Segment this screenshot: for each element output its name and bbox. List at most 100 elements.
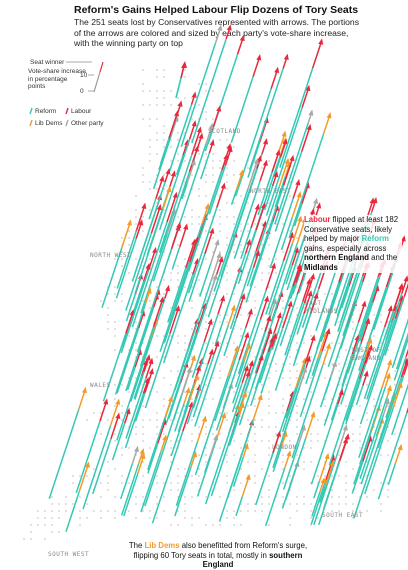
arrow-base (359, 397, 388, 480)
dot (128, 482, 130, 484)
annotation-text: Labour (304, 215, 331, 224)
dot (233, 510, 235, 512)
arrow-top (125, 314, 133, 334)
dot (268, 426, 270, 428)
dot (240, 524, 242, 526)
dot (51, 510, 53, 512)
arrow-head (196, 126, 202, 133)
dot (352, 440, 354, 442)
dot (156, 76, 158, 78)
dot (226, 174, 228, 176)
arrow-top (279, 142, 286, 158)
dot (205, 433, 207, 435)
arrow-base (186, 295, 211, 365)
dot (163, 496, 165, 498)
dot (170, 524, 172, 526)
arrow-top (282, 236, 293, 262)
dot (310, 517, 312, 519)
dot (219, 496, 221, 498)
dot (121, 405, 123, 407)
dot (240, 314, 242, 316)
dot (58, 510, 60, 512)
arrow-top (227, 349, 238, 376)
dot (233, 489, 235, 491)
dot (373, 314, 375, 316)
arrow-head (324, 452, 330, 460)
dot (170, 384, 172, 386)
arrow-head (103, 398, 109, 405)
arrow-base (125, 377, 147, 439)
dot (261, 419, 263, 421)
dot (254, 482, 256, 484)
arrow-base (301, 270, 322, 328)
arrow-top (236, 39, 244, 55)
arrow-base (328, 356, 366, 466)
arrow-top (168, 114, 178, 139)
dot (254, 419, 256, 421)
arrow-top (142, 381, 148, 394)
dot (296, 363, 298, 365)
dot (198, 188, 200, 190)
arrow-base (194, 324, 230, 427)
arrow-top (164, 172, 169, 183)
arrow-top (243, 347, 250, 362)
dot (219, 160, 221, 162)
arrow-base (274, 122, 309, 225)
dot (380, 454, 382, 456)
dot (289, 503, 291, 505)
arrow-top (357, 305, 365, 323)
arrow-top (164, 400, 172, 418)
dot (184, 76, 186, 78)
arrow-top (185, 243, 195, 269)
annotation-text: flipped at least 182 Conservative seats,… (304, 215, 399, 244)
dot (289, 517, 291, 519)
dot (254, 307, 256, 309)
arrow-top (195, 307, 206, 334)
annotation-text: and the (368, 253, 398, 263)
dot (289, 524, 291, 526)
dot (135, 216, 137, 218)
arrow-head (264, 295, 270, 302)
dot (142, 69, 144, 71)
dot (380, 314, 382, 316)
dot (205, 524, 207, 526)
dot (205, 153, 207, 155)
dot (163, 104, 165, 106)
dot (226, 475, 228, 477)
dot (282, 405, 284, 407)
arrow-head (174, 110, 180, 117)
dot (114, 335, 116, 337)
arrow-base (377, 377, 403, 449)
dot (233, 202, 235, 204)
dot (93, 412, 95, 414)
dot (268, 447, 270, 449)
legend-low: 0 (80, 88, 84, 95)
dot (226, 216, 228, 218)
arrow-head (256, 54, 262, 61)
arrow-base (310, 479, 327, 525)
arrow-base (395, 332, 408, 370)
arrow-top (372, 289, 378, 303)
arrow-base (279, 293, 299, 347)
dot (303, 447, 305, 449)
dot (338, 405, 340, 407)
arrow-head (218, 256, 224, 263)
arrow-top (301, 89, 309, 108)
dot (170, 461, 172, 463)
dot (79, 496, 81, 498)
dot (261, 503, 263, 505)
arrow-head (387, 304, 393, 312)
arrow-base (359, 318, 397, 425)
arrow-base (274, 302, 306, 391)
dot (303, 496, 305, 498)
dot (380, 342, 382, 344)
arrow-head (256, 155, 262, 162)
dot (142, 496, 144, 498)
arrow-head (243, 442, 249, 450)
arrow-base (313, 480, 321, 499)
dot (198, 195, 200, 197)
dot (170, 104, 172, 106)
arrow-base (131, 221, 168, 328)
arrow-head (159, 175, 165, 182)
